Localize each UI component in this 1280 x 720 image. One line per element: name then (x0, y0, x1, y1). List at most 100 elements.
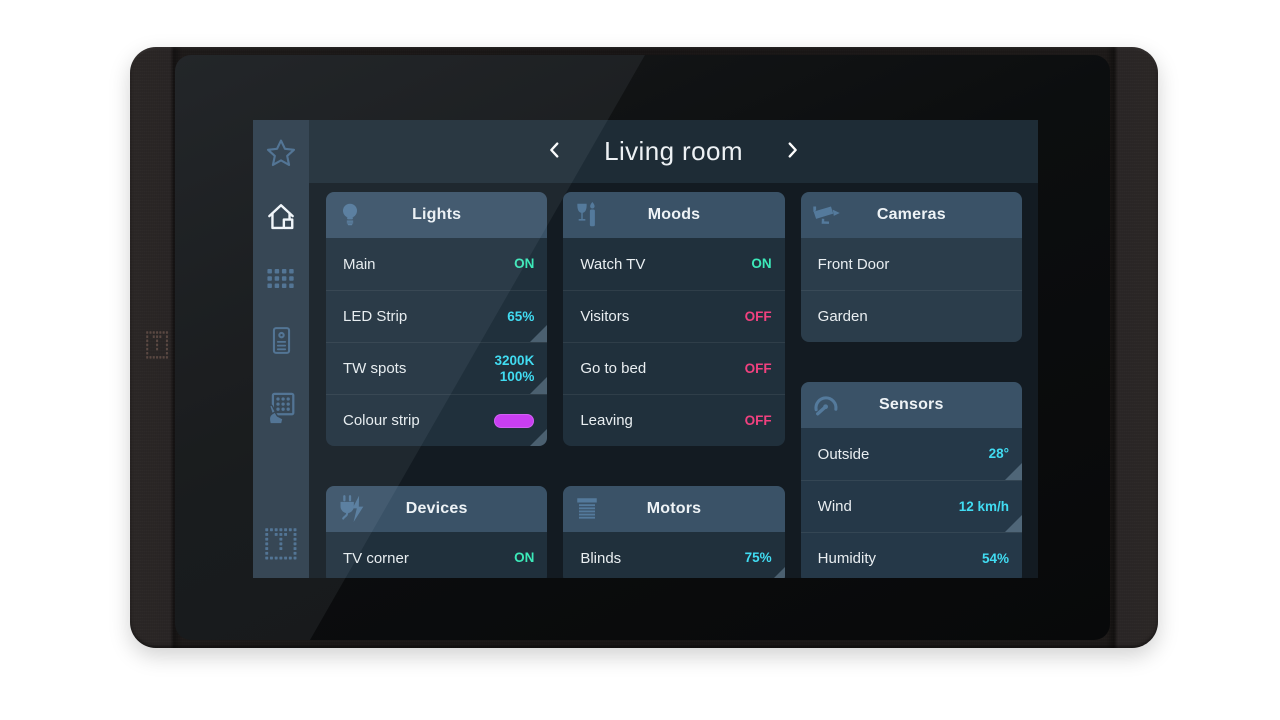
prev-room-button[interactable] (540, 137, 570, 167)
row-value: ON (514, 550, 535, 566)
card-title: Moods (647, 206, 701, 223)
row-value: 75% (744, 550, 772, 566)
row-value: ON (514, 256, 535, 272)
room-title: Living room (604, 136, 743, 166)
card-header-devices: Devices (326, 486, 548, 532)
main-area: Living room Lights Main ON LED Strip 65% TW s… (309, 120, 1038, 578)
card-header-lights: Lights (326, 192, 548, 238)
grid-dots-icon (266, 265, 296, 294)
row-value: 65% (507, 308, 535, 324)
intercom-icon (265, 324, 298, 357)
card-title: Cameras (876, 206, 946, 223)
chevron-left-icon (544, 139, 566, 164)
row-value: OFF (744, 308, 772, 324)
card-header-moods: Moods (563, 192, 785, 238)
row-label: Visitors (580, 308, 630, 325)
card-title: Motors (646, 500, 702, 517)
moods-icon (572, 200, 602, 230)
card-column-2: Moods Watch TV ON Visitors OFF Go to bed OFF Le… (563, 192, 785, 578)
row-garden[interactable]: Garden (800, 290, 1022, 342)
row-value: 12 km/h (958, 498, 1009, 514)
row-value-line: 100% (499, 368, 535, 384)
row-value: 3200K 100% (495, 353, 535, 384)
row-humidity[interactable]: Humidity 54% (800, 532, 1022, 578)
app-ui: Living room Lights Main ON LED Strip 65% TW s… (253, 120, 1038, 578)
next-room-button[interactable] (777, 137, 807, 167)
touch-keypad-icon (263, 390, 299, 426)
card-column-3: Cameras Front Door Garden Sensors Outside 28°… (800, 192, 1022, 578)
row-value: OFF (744, 412, 772, 428)
row-label: LED Strip (343, 308, 408, 325)
row-tv-corner[interactable]: TV corner ON (326, 532, 548, 578)
card-lights: Lights Main ON LED Strip 65% TW spots 3200K 100… (326, 192, 548, 446)
row-main[interactable]: Main ON (326, 238, 548, 290)
brand-logo-bezel-icon (146, 331, 169, 360)
row-front-door[interactable]: Front Door (800, 238, 1022, 290)
card-motors: Motors Blinds 75% (563, 486, 785, 578)
sidebar-item-brand[interactable] (253, 528, 309, 561)
slider-grip (530, 377, 548, 394)
row-blinds[interactable]: Blinds 75% (563, 532, 785, 578)
row-label: Outside (817, 445, 870, 463)
card-moods: Moods Watch TV ON Visitors OFF Go to bed OFF Le… (563, 192, 785, 446)
card-title: Lights (412, 206, 462, 223)
row-label: Main (343, 255, 376, 273)
row-colour-strip[interactable]: Colour strip (326, 394, 548, 446)
slider-grip (530, 325, 548, 342)
chevron-right-icon (781, 139, 803, 164)
row-label: Humidity (817, 550, 877, 567)
home-icon (263, 199, 299, 235)
room-header: Living room (309, 120, 1038, 183)
card-sensors: Sensors Outside 28° Wind 12 km/h Humidity 54% (800, 382, 1022, 578)
row-label: TV corner (343, 549, 409, 567)
row-outside[interactable]: Outside 28° (800, 428, 1022, 480)
row-tw-spots[interactable]: TW spots 3200K 100% (326, 342, 548, 394)
row-value: ON (751, 256, 772, 272)
row-label: Wind (817, 498, 852, 515)
row-led-strip[interactable]: LED Strip 65% (326, 290, 548, 342)
card-cameras: Cameras Front Door Garden (800, 192, 1022, 342)
card-devices: Devices TV corner ON (326, 486, 548, 578)
sidebar (253, 120, 309, 578)
row-label: Go to bed (580, 360, 647, 377)
cards-area: Lights Main ON LED Strip 65% TW spots 3200K 100… (309, 183, 1038, 578)
row-value: 28° (988, 446, 1009, 462)
sidebar-item-touch-panel[interactable] (253, 390, 309, 426)
blinds-icon (572, 494, 602, 524)
gauge-icon (810, 389, 842, 421)
row-label: Garden (817, 308, 868, 325)
card-header-motors: Motors (563, 486, 785, 532)
slider-grip (1004, 515, 1022, 532)
card-column-1: Lights Main ON LED Strip 65% TW spots 3200K 100… (326, 192, 548, 578)
row-go-to-bed[interactable]: Go to bed OFF (563, 342, 785, 394)
row-label: Watch TV (580, 255, 646, 273)
sidebar-item-home[interactable] (253, 199, 309, 235)
color-swatch[interactable] (494, 413, 535, 428)
row-label: Blinds (580, 549, 622, 567)
row-label: Colour strip (343, 412, 420, 429)
cctv-camera-icon (810, 198, 844, 232)
sidebar-item-intercom[interactable] (253, 324, 309, 357)
star-icon (262, 136, 300, 174)
row-label: Front Door (817, 255, 890, 273)
plug-icon (335, 492, 369, 526)
row-label: TW spots (343, 360, 407, 377)
brand-logo-icon (264, 528, 298, 561)
sidebar-item-favourites[interactable] (253, 136, 309, 174)
slider-grip (530, 429, 548, 446)
row-value-line: 3200K (494, 353, 535, 369)
row-watch-tv[interactable]: Watch TV ON (563, 238, 785, 290)
card-title: Sensors (879, 396, 944, 413)
card-header-sensors: Sensors (800, 382, 1022, 428)
sidebar-item-functions[interactable] (253, 265, 309, 294)
row-value: 54% (981, 550, 1009, 566)
bulb-icon (335, 200, 365, 230)
card-header-cameras: Cameras (800, 192, 1022, 238)
row-wind[interactable]: Wind 12 km/h (800, 480, 1022, 532)
slider-grip (1004, 463, 1022, 480)
row-visitors[interactable]: Visitors OFF (563, 290, 785, 342)
tablet-device: Living room Lights Main ON LED Strip 65% TW s… (130, 47, 1158, 648)
row-leaving[interactable]: Leaving OFF (563, 394, 785, 446)
row-label: Leaving (580, 412, 633, 429)
